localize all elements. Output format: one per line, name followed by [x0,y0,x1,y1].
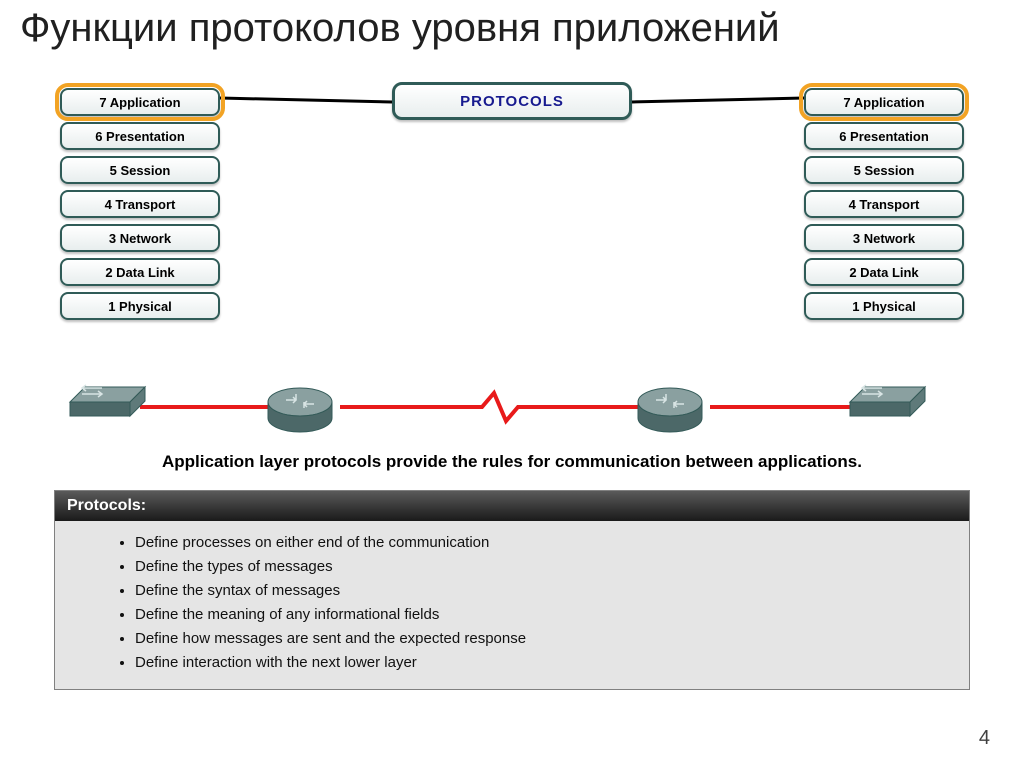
osi-stack-left: 7 Application 6 Presentation 5 Session 4 Tr… [60,82,220,326]
panel-header: Protocols: [55,491,969,521]
osi-diagram: 7 Application 6 Presentation 5 Session 4 Tr… [40,72,984,442]
osi-layer-left-3: 3 Network [60,224,220,252]
page-number: 4 [979,727,990,750]
protocol-item: Define the types of messages [135,555,949,579]
osi-layer-left-6: 6 Presentation [60,122,220,150]
osi-layer-left-2: 2 Data Link [60,258,220,286]
osi-layer-right-7: 7 Application [804,88,964,116]
osi-layer-left-5: 5 Session [60,156,220,184]
osi-layer-right-1: 1 Physical [804,292,964,320]
page-title: Функции протоколов уровня приложений [20,6,780,51]
connector-line [632,98,804,102]
osi-layer-left-4: 4 Transport [60,190,220,218]
osi-layer-right-3: 3 Network [804,224,964,252]
osi-layer-right-6: 6 Presentation [804,122,964,150]
device-switchRight [850,385,925,416]
protocol-item: Define processes on either end of the co… [135,531,949,555]
device-router1 [268,388,332,432]
panel-body: Define processes on either end of the co… [55,521,969,689]
osi-stack-right: 7 Application 6 Presentation 5 Session 4 Tr… [804,82,964,326]
protocol-item: Define the meaning of any informational … [135,603,949,627]
protocol-item: Define how messages are sent and the exp… [135,627,949,651]
osi-layer-right-5: 5 Session [804,156,964,184]
connector-line [220,98,392,102]
protocol-item: Define the syntax of messages [135,579,949,603]
network-link [340,393,670,421]
protocols-box: PROTOCOLS [392,82,632,120]
device-switchLeft [70,385,145,416]
switch-front [70,402,130,416]
switch-front [850,402,910,416]
osi-layer-right-2: 2 Data Link [804,258,964,286]
diagram-description: Application layer protocols provide the … [0,452,1024,472]
osi-layer-right-4: 4 Transport [804,190,964,218]
osi-layer-left-7: 7 Application [60,88,220,116]
device-router2 [638,388,702,432]
protocol-item: Define interaction with the next lower l… [135,651,949,675]
protocols-panel: Protocols: Define processes on either en… [54,490,970,690]
osi-layer-left-1: 1 Physical [60,292,220,320]
